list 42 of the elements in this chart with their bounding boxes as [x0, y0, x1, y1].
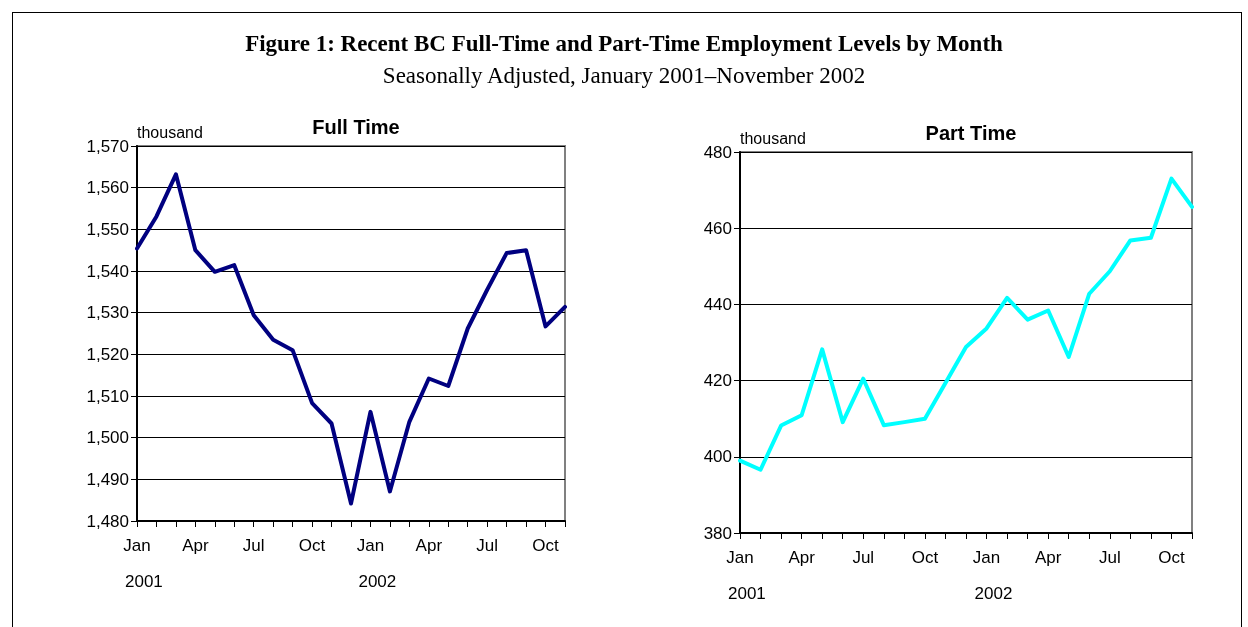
y-tick-label: 1,520 [86, 344, 129, 364]
x-tick-label: Apr [788, 548, 816, 567]
x-tick-label: Oct [298, 536, 326, 555]
y-tick-label: 1,560 [86, 178, 129, 198]
y-tick-label: 1,500 [86, 428, 129, 448]
y-tick-label: 440 [703, 294, 732, 314]
x-tick-label: Jul [242, 536, 265, 555]
text: Seasonally Adjusted, January 2001–November 2002 [381, 62, 867, 90]
y-axis-title: thousand [740, 129, 806, 147]
x-tick-label: Jan [726, 548, 754, 567]
y-tick-label: 1,490 [86, 469, 129, 489]
y-tick-label: 1,540 [86, 261, 129, 281]
chart-title: Full Time [312, 116, 400, 138]
caption: Figure 1: Recent BC Full-Time and Part-Time Employment Levels by Month [244, 30, 1004, 58]
x-tick-label: Apr [415, 536, 443, 555]
text: 2001 [728, 584, 766, 603]
chart-title: Part Time [925, 122, 1017, 144]
y-tick-label: 400 [703, 447, 732, 467]
y-tick-label: 380 [703, 523, 732, 543]
y-tick-label: 420 [703, 371, 732, 391]
y-tick-label: 1,480 [86, 511, 129, 531]
x-tick-label: Jul [1098, 548, 1121, 567]
x-tick-label: Oct [532, 536, 560, 555]
x-tick-label: Oct [911, 548, 939, 567]
y-tick-label: 1,570 [86, 136, 129, 156]
y-tick-label: 1,510 [86, 386, 129, 406]
y-tick-label: 480 [703, 142, 732, 162]
x-tick-label: Jul [476, 536, 499, 555]
x-tick-label: Jan [972, 548, 1001, 567]
x-tick-label: Jan [123, 536, 151, 555]
text: 2002 [358, 572, 397, 591]
x-tick-label: Jan [356, 536, 385, 555]
x-tick-label: Apr [182, 536, 209, 555]
text: 2001 [125, 572, 163, 591]
x-tick-label: Jul [852, 548, 875, 567]
y-tick-label: 1,550 [86, 219, 129, 239]
y-tick-label: 460 [703, 218, 732, 238]
y-axis-title: thousand [137, 123, 203, 141]
y-tick-label: 1,530 [86, 303, 129, 323]
text: 2002 [974, 584, 1013, 603]
x-tick-label: Apr [1034, 548, 1062, 567]
x-tick-label: Oct [1158, 548, 1185, 567]
